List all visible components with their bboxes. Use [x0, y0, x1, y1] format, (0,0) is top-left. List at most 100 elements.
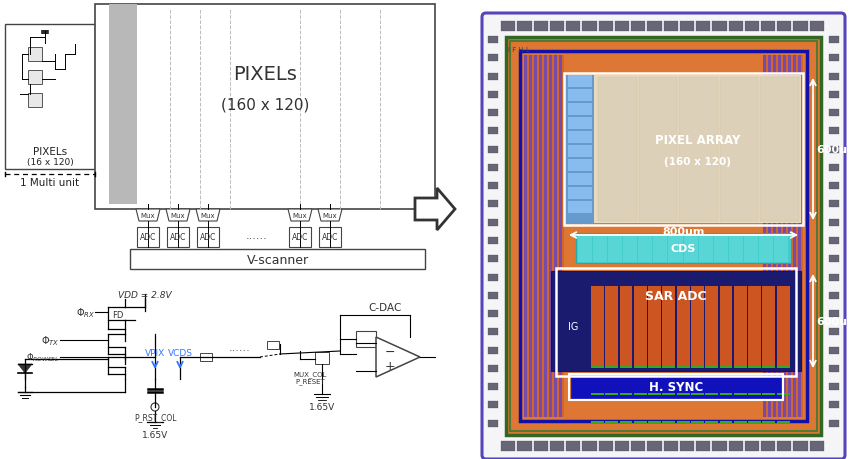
Bar [615, 22, 629, 32]
Text: ADC: ADC [140, 233, 156, 242]
Bar [517, 441, 532, 451]
Text: ADC: ADC [170, 233, 187, 242]
Bar [542, 56, 544, 417]
Bar [728, 441, 743, 451]
Bar [130, 249, 425, 269]
Bar [605, 286, 618, 368]
Text: FD: FD [112, 310, 124, 319]
Bar [200, 353, 212, 361]
Bar [829, 402, 839, 409]
Bar [763, 393, 775, 396]
Bar [648, 421, 661, 423]
Bar [631, 441, 645, 451]
Bar [598, 441, 613, 451]
Bar [550, 22, 564, 32]
Bar [488, 164, 498, 172]
Bar [662, 366, 676, 368]
Bar [566, 76, 594, 224]
Bar [771, 56, 773, 417]
Bar [720, 78, 758, 222]
Bar [591, 366, 604, 368]
Bar [748, 393, 761, 396]
Bar [669, 235, 682, 263]
Bar [488, 146, 498, 153]
Bar [691, 393, 704, 396]
Bar [556, 269, 796, 376]
Bar [598, 78, 636, 222]
Bar [501, 441, 515, 451]
Bar [705, 421, 718, 423]
Bar [315, 352, 329, 364]
Bar [798, 56, 801, 417]
Bar [533, 22, 548, 32]
Bar [631, 22, 645, 32]
Bar [634, 366, 647, 368]
Text: Mux: Mux [201, 213, 216, 218]
Bar [356, 331, 376, 347]
Bar [829, 365, 839, 372]
Bar [676, 286, 689, 368]
Bar [793, 22, 808, 32]
Bar [777, 22, 792, 32]
Text: Mux: Mux [170, 213, 186, 218]
Bar [829, 92, 839, 99]
Bar [517, 22, 532, 32]
Bar [763, 366, 775, 368]
Bar [608, 235, 622, 263]
Bar [594, 76, 801, 224]
Bar [809, 22, 824, 32]
Text: ADC: ADC [322, 233, 338, 242]
Bar [664, 22, 677, 32]
Bar [760, 78, 799, 222]
Polygon shape [318, 210, 342, 222]
Bar [648, 366, 661, 368]
Bar [648, 286, 661, 368]
Bar [699, 235, 712, 263]
Bar [5, 25, 95, 170]
Bar [167, 228, 189, 247]
Bar [720, 421, 733, 423]
Bar [778, 56, 781, 417]
Bar [777, 286, 790, 368]
Text: IG: IG [567, 321, 579, 331]
Bar [488, 274, 498, 281]
Bar [569, 374, 783, 400]
Bar [829, 256, 839, 263]
Bar [549, 56, 552, 417]
Bar [547, 56, 549, 417]
Text: 1 Multi unit: 1 Multi unit [20, 178, 79, 188]
Bar [506, 38, 821, 435]
Bar [761, 441, 775, 451]
Text: PIXELs: PIXELs [33, 147, 67, 157]
Text: (160 x 120): (160 x 120) [221, 97, 309, 112]
Bar [653, 235, 667, 263]
Bar [568, 188, 592, 200]
Bar [568, 174, 592, 185]
Bar [734, 366, 746, 368]
Bar [829, 310, 839, 318]
Bar [712, 22, 727, 32]
Bar [568, 90, 592, 102]
Bar [829, 128, 839, 135]
Text: Mux: Mux [141, 213, 155, 218]
Bar [829, 110, 839, 117]
Bar [696, 22, 711, 32]
Bar [664, 441, 677, 451]
Bar [566, 441, 580, 451]
Bar [829, 237, 839, 245]
Bar [568, 146, 592, 157]
Bar [714, 235, 728, 263]
Bar [527, 56, 529, 417]
Text: P_RST_COL: P_RST_COL [134, 413, 176, 421]
Bar [551, 271, 801, 371]
Bar [720, 366, 733, 368]
Bar [488, 402, 498, 409]
Bar [562, 56, 564, 417]
Bar [705, 366, 718, 368]
Bar [267, 341, 279, 349]
Bar [676, 421, 689, 423]
Text: Mux: Mux [323, 213, 337, 218]
Bar [777, 441, 792, 451]
Bar [510, 42, 817, 431]
Bar [623, 235, 637, 263]
